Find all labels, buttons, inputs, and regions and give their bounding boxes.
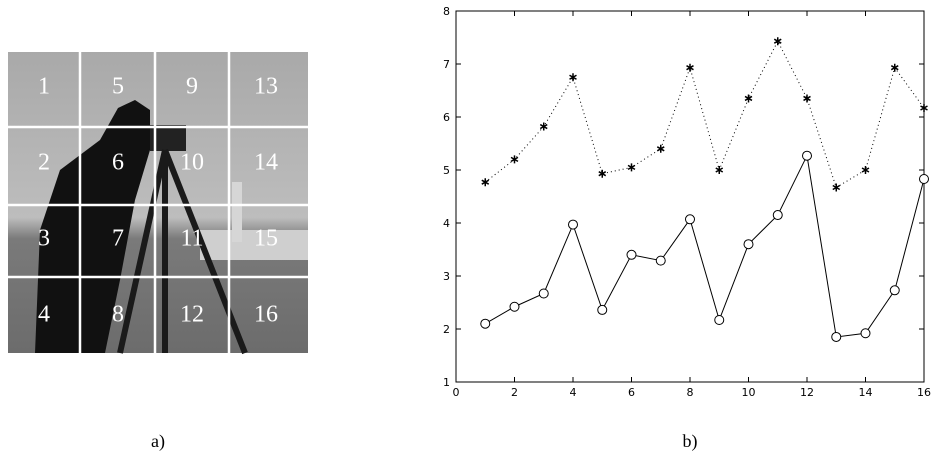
block-label: 10 — [180, 150, 204, 176]
marker — [509, 301, 520, 312]
x-tick-label: 6 — [628, 386, 635, 399]
block-label: 13 — [254, 74, 278, 100]
series-line — [484, 154, 925, 338]
y-tick-label: 3 — [443, 270, 450, 283]
marker — [831, 331, 842, 342]
block-label: 16 — [254, 302, 278, 328]
y-tick-label: 7 — [443, 58, 450, 71]
marker — [510, 155, 519, 164]
marker — [920, 103, 928, 112]
marker — [802, 150, 812, 161]
marker — [744, 94, 753, 103]
x-tick-label: 12 — [800, 386, 814, 399]
marker — [598, 169, 607, 178]
block-label: 4 — [38, 302, 50, 328]
marker — [890, 63, 899, 72]
marker — [686, 63, 694, 72]
marker — [832, 183, 841, 192]
y-tick-label: 4 — [443, 217, 450, 230]
marker — [803, 94, 811, 103]
block-label: 15 — [254, 226, 278, 252]
block-label: 12 — [180, 302, 204, 328]
x-tick-label: 2 — [511, 386, 518, 399]
marker — [714, 314, 725, 325]
marker — [538, 288, 549, 299]
x-tick-label: 0 — [453, 386, 460, 399]
x-tick-label: 16 — [917, 386, 931, 399]
block-grid — [8, 52, 308, 353]
block-label: 8 — [112, 302, 124, 328]
marker — [772, 210, 783, 221]
block-label: 7 — [112, 226, 124, 252]
y-tick-label: 2 — [443, 323, 450, 336]
marker — [626, 249, 637, 260]
x-tick-label: 14 — [859, 386, 873, 399]
block-label: 9 — [186, 74, 198, 100]
series-line — [484, 40, 925, 189]
panel-label: b) — [683, 431, 698, 452]
marker — [655, 255, 666, 266]
y-tick-label: 5 — [443, 164, 450, 177]
marker — [627, 163, 636, 172]
marker — [569, 73, 577, 82]
marker — [773, 37, 782, 46]
marker — [568, 219, 578, 230]
marker — [685, 214, 695, 225]
block-label: 14 — [254, 150, 278, 176]
marker — [656, 144, 665, 153]
y-tick-label: 1 — [443, 376, 450, 389]
x-tick-label: 10 — [742, 386, 756, 399]
x-tick-label: 8 — [687, 386, 694, 399]
marker — [539, 122, 548, 131]
marker — [861, 166, 870, 174]
marker — [597, 304, 608, 315]
block-label: 1 — [38, 74, 50, 100]
marker — [919, 174, 929, 185]
marker — [860, 328, 871, 339]
y-tick-label: 6 — [443, 111, 450, 124]
block-label: 2 — [38, 150, 50, 176]
marker — [481, 178, 490, 187]
x-tick-label: 4 — [570, 386, 577, 399]
block-label: 11 — [180, 226, 203, 252]
block-label: 3 — [38, 226, 50, 252]
marker — [715, 166, 724, 174]
marker — [743, 239, 754, 250]
block-label: 6 — [112, 150, 124, 176]
marker — [480, 318, 491, 329]
block-label: 5 — [112, 74, 124, 100]
panel-label: a) — [151, 431, 165, 452]
photo — [8, 52, 308, 355]
marker — [889, 285, 900, 296]
y-tick-label: 8 — [443, 5, 450, 18]
